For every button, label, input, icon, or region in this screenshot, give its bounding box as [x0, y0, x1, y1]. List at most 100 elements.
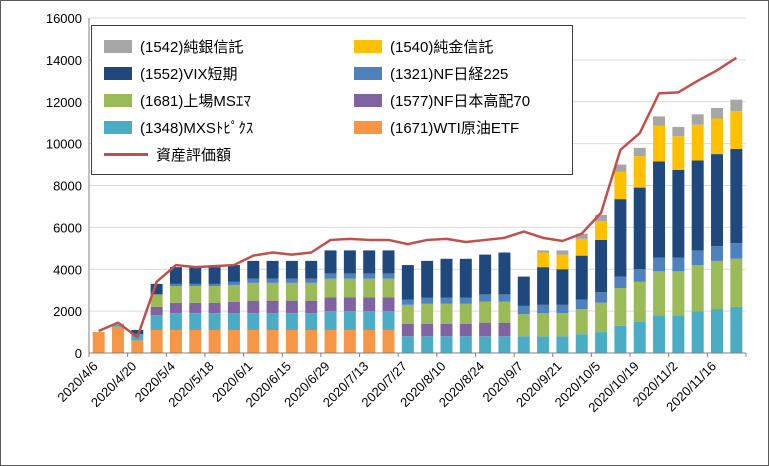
- bar-segment: [672, 126, 685, 137]
- bar-segment: [614, 325, 627, 353]
- bar-segment: [421, 297, 434, 304]
- bar-segment: [305, 329, 318, 353]
- bar-segment: [614, 288, 627, 326]
- bar-segment: [653, 125, 666, 162]
- bar-segment: [459, 258, 472, 298]
- bar-segment: [305, 260, 318, 279]
- bar-segment: [691, 124, 704, 161]
- bar-segment: [382, 329, 395, 353]
- bar-segment: [653, 161, 666, 258]
- bar-segment: [730, 258, 743, 307]
- bar-segment: [208, 329, 221, 353]
- bar-segment: [459, 303, 472, 324]
- bar-segment: [595, 239, 608, 293]
- legend-label: (1321)NF日経225: [390, 65, 509, 83]
- bar-segment: [363, 329, 376, 353]
- bar-segment: [150, 315, 163, 330]
- bar-segment: [382, 311, 395, 330]
- y-tick-label: 12000: [46, 95, 82, 110]
- bar-segment: [691, 265, 704, 312]
- bar-segment: [227, 281, 240, 285]
- bar-segment: [595, 302, 608, 333]
- legend-item: (1321)NF日経225: [354, 60, 568, 86]
- bar-segment: [324, 250, 337, 274]
- bar-segment: [92, 332, 105, 353]
- bar-segment: [730, 243, 743, 259]
- bar-segment: [440, 258, 453, 298]
- bar-segment: [730, 148, 743, 244]
- chart-legend: (1542)純銀信託 (1540)純金信託 (1552)VIX短期 (1321)NF日…: [91, 25, 573, 175]
- legend-label: (1542)純銀信託: [140, 38, 244, 56]
- bar-segment: [363, 250, 376, 274]
- bar-segment: [498, 252, 511, 295]
- bar-segment: [575, 334, 588, 353]
- bar-segment: [247, 260, 260, 279]
- bar-segment: [672, 271, 685, 316]
- bar-segment: [730, 99, 743, 112]
- bar-segment: [691, 311, 704, 353]
- legend-line-swatch: [104, 152, 148, 156]
- y-tick-label: 2000: [53, 304, 82, 319]
- bar-segment: [169, 286, 182, 303]
- bar-segment: [324, 278, 337, 298]
- bar-segment: [266, 329, 279, 353]
- bar-segment: [517, 305, 530, 315]
- bar-segment: [227, 313, 240, 330]
- y-tick-label: 4000: [53, 262, 82, 277]
- bar-segment: [343, 278, 356, 298]
- legend-item: (1671)WTI原油ETF: [354, 114, 568, 140]
- bar-segment: [653, 271, 666, 316]
- bar-segment: [730, 111, 743, 149]
- y-tick-label: 10000: [46, 137, 82, 152]
- bar-segment: [305, 282, 318, 301]
- legend-label: (1671)WTI原油ETF: [390, 119, 520, 137]
- legend-box-swatch: [354, 39, 382, 53]
- y-tick-label: 8000: [53, 179, 82, 194]
- bar-segment: [537, 267, 550, 305]
- bar-segment: [653, 116, 666, 126]
- bar-segment: [440, 323, 453, 337]
- bar-segment: [343, 329, 356, 353]
- legend-item: (1540)純金信託: [354, 33, 568, 59]
- bar-segment: [633, 147, 646, 157]
- legend-box-swatch: [354, 66, 382, 80]
- bar-segment: [537, 313, 550, 337]
- bar-segment: [537, 252, 550, 268]
- legend-box-swatch: [104, 39, 132, 53]
- legend-box-swatch: [104, 120, 132, 134]
- bar-segment: [537, 304, 550, 314]
- bar-segment: [711, 154, 724, 247]
- bar-segment: [575, 309, 588, 335]
- bar-segment: [537, 336, 550, 353]
- legend-label: (1348)MXSﾄﾋﾟｸｽ: [140, 119, 254, 137]
- bar-segment: [382, 297, 395, 312]
- bar-segment: [208, 313, 221, 330]
- bar-segment: [324, 273, 337, 279]
- bar-segment: [537, 250, 550, 253]
- bar-segment: [614, 276, 627, 289]
- bar-segment: [711, 118, 724, 155]
- bar-segment: [131, 329, 144, 335]
- bar-segment: [324, 329, 337, 353]
- bar-segment: [730, 306, 743, 353]
- bar-segment: [711, 108, 724, 119]
- bar-segment: [479, 294, 492, 302]
- legend-item: (1681)上場MSｴﾏ: [104, 87, 354, 113]
- bar-segment: [691, 114, 704, 125]
- bar-segment: [324, 297, 337, 312]
- bar-segment: [479, 254, 492, 295]
- bar-segment: [247, 282, 260, 301]
- bar-segment: [169, 313, 182, 330]
- bar-segment: [285, 260, 298, 279]
- y-tick-label: 0: [75, 346, 82, 361]
- bar-segment: [459, 297, 472, 304]
- bar-segment: [266, 278, 279, 283]
- bar-segment: [227, 284, 240, 302]
- bar-segment: [189, 302, 202, 314]
- bar-segment: [150, 283, 163, 295]
- bar-segment: [247, 300, 260, 314]
- bar-segment: [285, 278, 298, 283]
- bar-segment: [208, 267, 221, 284]
- bar-segment: [247, 329, 260, 353]
- bar-segment: [150, 294, 163, 307]
